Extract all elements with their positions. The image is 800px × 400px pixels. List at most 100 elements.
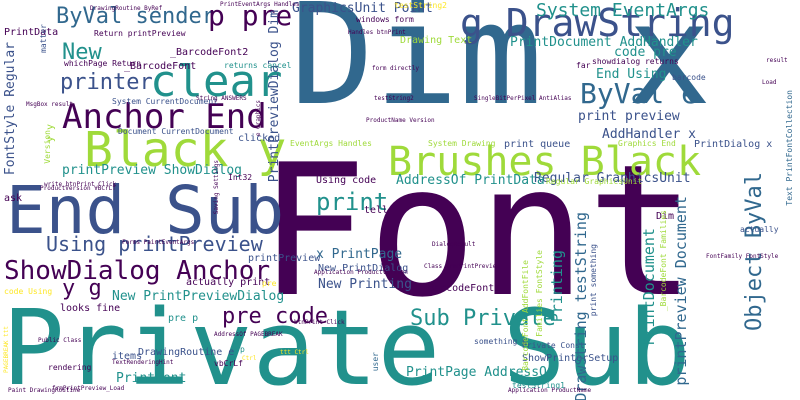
word-42: PrintPreviewDialog Dim bbox=[267, 10, 282, 183]
word-91: rendering bbox=[48, 363, 92, 372]
word-47: showdialog returns bbox=[592, 57, 679, 66]
word-5: Brushes Black bbox=[388, 139, 702, 185]
word-71: tell bbox=[364, 205, 389, 216]
word-13: ByVal e bbox=[580, 77, 699, 110]
word-64: looks fine bbox=[60, 303, 121, 314]
word-49: PrintFont bbox=[116, 371, 187, 386]
word-93: Int32 bbox=[228, 173, 253, 182]
word-22: GraphicsUnit Point bbox=[292, 1, 433, 16]
word-62: items bbox=[112, 351, 143, 362]
word-99: String ANSWERS bbox=[196, 95, 247, 102]
word-60: Using code bbox=[316, 175, 377, 186]
word-52: Private Const bbox=[522, 341, 585, 350]
word-26: print preview bbox=[578, 109, 680, 124]
word-108: Public Class bbox=[38, 337, 82, 344]
word-55: printPreview Document bbox=[672, 196, 690, 386]
word-82: Families FontStyle bbox=[535, 250, 544, 337]
word-121: result bbox=[766, 57, 788, 64]
word-106: btnPrint Click bbox=[294, 319, 345, 326]
word-122: PAGEBREAK ttt bbox=[3, 326, 10, 373]
word-68: FontStyle Regular bbox=[3, 42, 18, 176]
word-37: actually print bbox=[186, 277, 271, 288]
word-97: Handles btnPrint bbox=[348, 29, 406, 36]
word-12: p pre bbox=[208, 0, 293, 32]
word-61: DrawingRoutine e bbox=[138, 347, 235, 358]
word-67: clicked bbox=[238, 133, 281, 144]
word-109: Paint DrawingRoutine bbox=[8, 387, 81, 394]
word-14: printer bbox=[60, 70, 153, 95]
word-53: something p bbox=[474, 337, 527, 346]
word-41: PrintData bbox=[4, 27, 59, 38]
word-20: y g bbox=[62, 276, 102, 301]
word-9: ShowDialog Anchor bbox=[4, 256, 271, 286]
word-112: Forms PaintEventArgs bbox=[122, 239, 195, 246]
word-105: FontFamily FontStyle bbox=[706, 253, 779, 260]
word-8: Anchor End bbox=[62, 97, 267, 137]
word-34: x PrintPage bbox=[316, 247, 403, 262]
word-3: End Sub bbox=[6, 172, 285, 249]
word-124: Ctrl bbox=[242, 355, 257, 362]
word-56: PrintDocument bbox=[640, 228, 658, 346]
word-74: barcode bbox=[672, 73, 706, 82]
word-50: PrintPage AddressOf bbox=[406, 365, 555, 380]
word-63: pre p bbox=[168, 313, 199, 324]
word-104: DialogResult bbox=[432, 241, 476, 248]
word-25: End Using bbox=[596, 67, 667, 82]
word-40: _BarcodeFont bbox=[124, 61, 197, 72]
word-16: Sub Private bbox=[410, 306, 556, 331]
word-81: Text PrintFontCollection bbox=[785, 90, 794, 206]
word-118: e Graphics bbox=[255, 100, 262, 137]
word-80: actually bbox=[740, 225, 779, 234]
word-76: EventArgs Handles bbox=[290, 139, 372, 148]
word-65: Document CurrentDocument bbox=[118, 127, 234, 136]
word-107: frmPrintPreview_Load bbox=[52, 385, 125, 392]
word-18: Object ByVal bbox=[742, 172, 767, 331]
word-89: pre bbox=[262, 279, 277, 288]
word-69: matter bbox=[39, 24, 48, 53]
word-51: ShowPrinterSetup bbox=[522, 353, 619, 364]
word-11: ByVal sender bbox=[56, 4, 215, 29]
word-28: PrintDialog x bbox=[694, 139, 773, 150]
word-83: _BarcodeFont Families bbox=[659, 210, 668, 312]
word-113: AddressOf PAGEBREAK bbox=[214, 331, 283, 338]
word-38: _BarcodeFont1 bbox=[422, 283, 501, 294]
word-123: ttt Ctrl bbox=[280, 349, 309, 356]
word-6: Black y bbox=[84, 122, 287, 178]
word-24: code pre bbox=[614, 45, 677, 60]
word-101: testString2 bbox=[374, 95, 414, 102]
word-48: returns cancel bbox=[224, 61, 292, 70]
word-73: far bbox=[576, 61, 591, 70]
word-96: PrintEventArgs Handles bbox=[220, 1, 300, 8]
word-32: printPreview ShowDialog bbox=[62, 163, 243, 178]
word-95: DrawingRoutine ByRef bbox=[90, 5, 163, 12]
word-114: TextRenderingHint bbox=[112, 359, 174, 366]
word-27: AddHandler x bbox=[602, 127, 696, 142]
word-10: Using printPreview bbox=[46, 232, 263, 256]
word-75: Graphics End bbox=[618, 139, 676, 148]
word-23: PrintDocument AddHandler bbox=[510, 35, 698, 50]
word-46: windows form bbox=[356, 15, 414, 24]
word-94: testString2 bbox=[394, 1, 447, 10]
word-15: New bbox=[62, 40, 102, 65]
word-39: _BarcodeFont2 bbox=[170, 47, 249, 58]
word-119: Saving Settings bbox=[213, 160, 220, 215]
word-87: y y bbox=[45, 124, 56, 143]
word-115: MsgBox result bbox=[26, 101, 73, 108]
word-120: SingleBitPerPixel AntiAlias bbox=[474, 95, 572, 102]
word-2: Dim x bbox=[290, 0, 712, 137]
word-59: print something bbox=[589, 244, 598, 317]
word-7: clear bbox=[150, 56, 283, 107]
word-43: Return printPreview bbox=[94, 29, 186, 38]
word-77: Regular GraphicsUnit bbox=[546, 177, 643, 186]
word-4: g DrawString bbox=[460, 1, 735, 45]
word-116: write btnPrint_Click bbox=[44, 181, 117, 188]
word-58: DrawString testString bbox=[572, 212, 590, 400]
word-103: Class frmPrintPreview bbox=[424, 263, 500, 270]
word-66: System CurrentDocument bbox=[112, 97, 218, 106]
word-100: ProductName Version bbox=[366, 117, 435, 124]
word-79: user bbox=[371, 352, 380, 372]
word-45: Drawing Text bbox=[400, 35, 473, 46]
word-102: Application ProductVersion bbox=[314, 269, 408, 276]
word-19: print bbox=[316, 188, 389, 216]
